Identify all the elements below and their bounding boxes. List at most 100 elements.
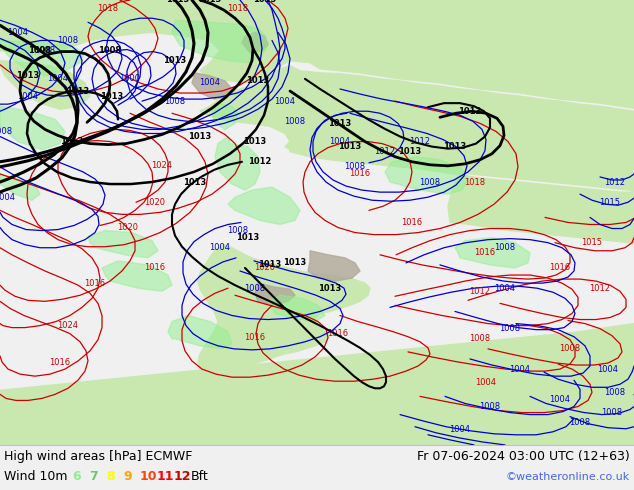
Polygon shape — [88, 231, 158, 258]
Text: 1008: 1008 — [602, 408, 623, 417]
Text: 1016: 1016 — [349, 170, 370, 178]
Polygon shape — [192, 73, 232, 99]
Polygon shape — [455, 238, 530, 268]
Polygon shape — [228, 187, 300, 224]
Text: Wind 10m: Wind 10m — [4, 470, 67, 484]
Text: ©weatheronline.co.uk: ©weatheronline.co.uk — [506, 472, 630, 482]
Text: 1004: 1004 — [450, 425, 470, 434]
Text: 1016: 1016 — [401, 218, 423, 227]
Text: 1013: 1013 — [60, 137, 84, 146]
Text: 1008: 1008 — [495, 243, 515, 252]
Text: 1024: 1024 — [58, 321, 79, 330]
Text: 1013: 1013 — [283, 258, 307, 268]
Text: 1008: 1008 — [604, 388, 626, 397]
Text: 1013: 1013 — [198, 0, 222, 4]
Text: 1013: 1013 — [16, 72, 39, 80]
Text: 1004: 1004 — [476, 378, 496, 387]
Polygon shape — [215, 137, 260, 190]
Text: 1004: 1004 — [0, 193, 15, 202]
Text: 1013: 1013 — [339, 142, 361, 151]
Text: 1004: 1004 — [550, 395, 571, 404]
Polygon shape — [168, 316, 232, 349]
Text: 1012: 1012 — [249, 157, 272, 166]
Polygon shape — [285, 123, 634, 245]
Text: 1013: 1013 — [188, 132, 212, 141]
Text: 1008: 1008 — [479, 402, 501, 411]
Text: 8: 8 — [106, 470, 115, 484]
Text: 1012: 1012 — [410, 137, 430, 146]
Text: 1013: 1013 — [318, 284, 342, 293]
Polygon shape — [0, 0, 634, 108]
Text: 1020: 1020 — [117, 223, 138, 232]
Text: 1018: 1018 — [98, 3, 119, 13]
Text: 1015: 1015 — [581, 238, 602, 247]
Text: 1008: 1008 — [98, 46, 122, 55]
Text: 1018: 1018 — [228, 3, 249, 13]
Text: 1013: 1013 — [236, 233, 260, 242]
Polygon shape — [0, 323, 634, 445]
Text: 1008: 1008 — [228, 226, 249, 235]
Text: 1004: 1004 — [18, 92, 39, 100]
Text: 12: 12 — [174, 470, 191, 484]
Polygon shape — [0, 61, 90, 109]
Text: 1013: 1013 — [67, 87, 89, 96]
Text: 1004: 1004 — [597, 365, 619, 373]
Text: 1012: 1012 — [470, 287, 491, 296]
Text: 1024: 1024 — [152, 161, 172, 171]
Text: 1004: 1004 — [200, 78, 221, 87]
Text: 1004: 1004 — [330, 137, 351, 146]
Polygon shape — [255, 283, 295, 305]
Polygon shape — [0, 174, 40, 200]
Text: 1004: 1004 — [510, 365, 531, 373]
Text: 1012: 1012 — [590, 284, 611, 293]
Polygon shape — [0, 41, 85, 76]
Polygon shape — [198, 245, 370, 376]
Text: 1008: 1008 — [164, 97, 186, 106]
Text: 1018: 1018 — [465, 177, 486, 187]
Polygon shape — [268, 295, 325, 321]
Polygon shape — [102, 261, 172, 291]
Text: 1013: 1013 — [259, 260, 281, 270]
Text: 6: 6 — [72, 470, 81, 484]
Text: High wind areas [hPa] ECMWF: High wind areas [hPa] ECMWF — [4, 450, 192, 464]
Text: 1016: 1016 — [474, 248, 496, 257]
Text: 1013: 1013 — [443, 142, 467, 151]
Polygon shape — [5, 25, 25, 37]
Text: 9: 9 — [123, 470, 132, 484]
Text: 1008: 1008 — [500, 324, 521, 333]
Text: 1013: 1013 — [100, 92, 124, 100]
Text: 1013: 1013 — [183, 177, 207, 187]
Text: 1016: 1016 — [145, 264, 165, 272]
Text: 1013: 1013 — [247, 76, 269, 85]
Text: 1004: 1004 — [8, 28, 29, 37]
Text: 1008: 1008 — [285, 117, 306, 126]
Polygon shape — [30, 22, 50, 34]
Text: 1008: 1008 — [0, 127, 13, 136]
Text: 11: 11 — [157, 470, 174, 484]
Text: 1004: 1004 — [495, 284, 515, 293]
Text: 1008: 1008 — [469, 334, 491, 343]
Text: 1020: 1020 — [254, 264, 276, 272]
Text: 1013: 1013 — [458, 107, 482, 116]
Text: 1008: 1008 — [420, 177, 441, 187]
Text: Bft: Bft — [191, 470, 209, 484]
Text: 1008: 1008 — [569, 418, 590, 427]
Text: 1000: 1000 — [119, 74, 141, 83]
Text: 1013: 1013 — [243, 137, 267, 146]
Text: 1013: 1013 — [164, 56, 186, 65]
Text: 1016: 1016 — [327, 329, 349, 338]
Text: 1008: 1008 — [245, 284, 266, 293]
Polygon shape — [200, 66, 634, 192]
Polygon shape — [212, 103, 238, 129]
Text: 1016: 1016 — [84, 279, 106, 288]
Text: 1012: 1012 — [604, 177, 626, 187]
Text: 1012: 1012 — [375, 147, 396, 156]
Polygon shape — [385, 157, 468, 194]
Polygon shape — [172, 20, 268, 63]
Text: 1008: 1008 — [344, 162, 366, 171]
Polygon shape — [308, 251, 360, 281]
Text: 1008: 1008 — [29, 46, 51, 55]
Polygon shape — [0, 106, 65, 149]
Text: 1004: 1004 — [209, 243, 231, 252]
Text: 1020: 1020 — [145, 198, 165, 207]
